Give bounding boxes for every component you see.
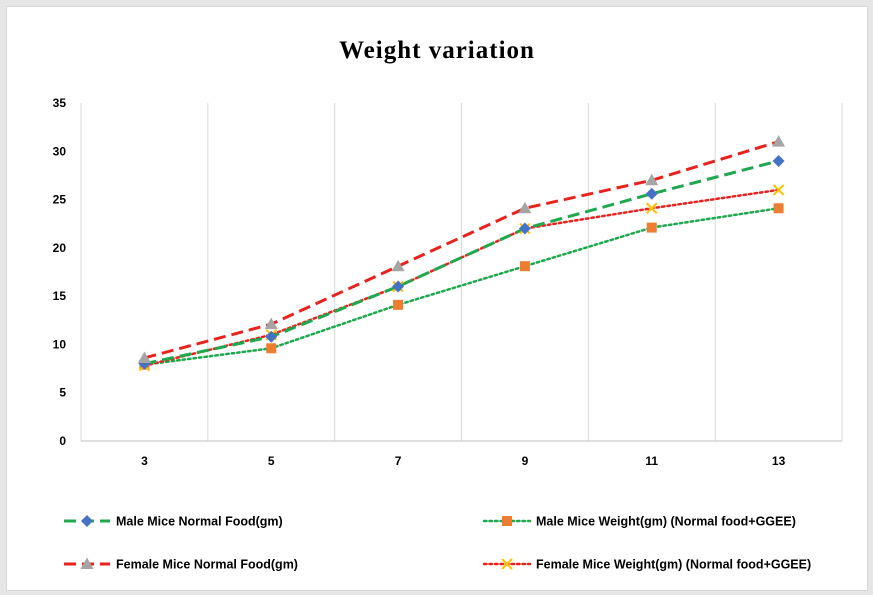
y-tick-label: 35 [53,96,67,110]
legend-marker-stroke [501,558,513,570]
y-tick-label: 30 [53,144,67,158]
data-point [264,317,278,330]
data-point-stroke [646,202,658,214]
legend-label: Male Mice Normal Food(gm) [116,515,283,529]
data-point-stroke [772,184,785,196]
series-line [144,159,779,366]
x-tick-label: 9 [522,454,529,468]
series-line [144,140,780,360]
data-point [772,184,785,196]
data-point [646,222,657,233]
data-point [772,154,785,167]
x-tick-label: 13 [772,454,786,468]
series-line [143,207,780,366]
y-tick-label: 5 [59,386,66,400]
y-tick-label: 10 [53,337,67,351]
legend-marker [501,558,513,570]
x-tick-label: 3 [141,454,148,468]
data-point [393,299,404,310]
legend-label: Female Mice Normal Food(gm) [116,558,298,572]
y-tick-label: 25 [53,193,67,207]
x-tick-label: 11 [645,454,658,468]
data-point [265,330,278,343]
x-tick-label: 7 [395,454,402,468]
legend-label: Female Mice Weight(gm) (Normal food+GGEE… [536,558,811,572]
data-point [518,222,531,235]
data-point [391,259,405,272]
data-point [392,280,405,293]
y-tick-label: 0 [59,434,66,448]
data-point [645,173,659,186]
y-tick-label: 20 [53,241,67,255]
legend-item: Male Mice Normal Food(gm) [64,515,283,529]
chart-title: Weight variation [339,37,535,64]
data-point [519,261,530,272]
legend-item: Male Mice Weight(gm) (Normal food+GGEE) [482,515,796,529]
legend-item: Female Mice Weight(gm) (Normal food+GGEE… [482,558,811,572]
legend-marker [81,515,93,527]
data-point [137,351,151,363]
data-point [646,202,658,214]
chart-frame: Weight variation [6,6,868,591]
x-tick-label: 5 [268,454,275,468]
data-point [645,187,658,200]
legend-marker [80,557,94,569]
legend-marker [502,516,512,526]
legend-item: Female Mice Normal Food(gm) [64,557,298,572]
y-tick-label: 15 [53,289,67,303]
legend-label: Male Mice Weight(gm) (Normal food+GGEE) [536,515,796,529]
data-point [266,343,277,354]
data-point [773,203,784,214]
data-point [518,201,532,214]
data-point [772,135,786,147]
